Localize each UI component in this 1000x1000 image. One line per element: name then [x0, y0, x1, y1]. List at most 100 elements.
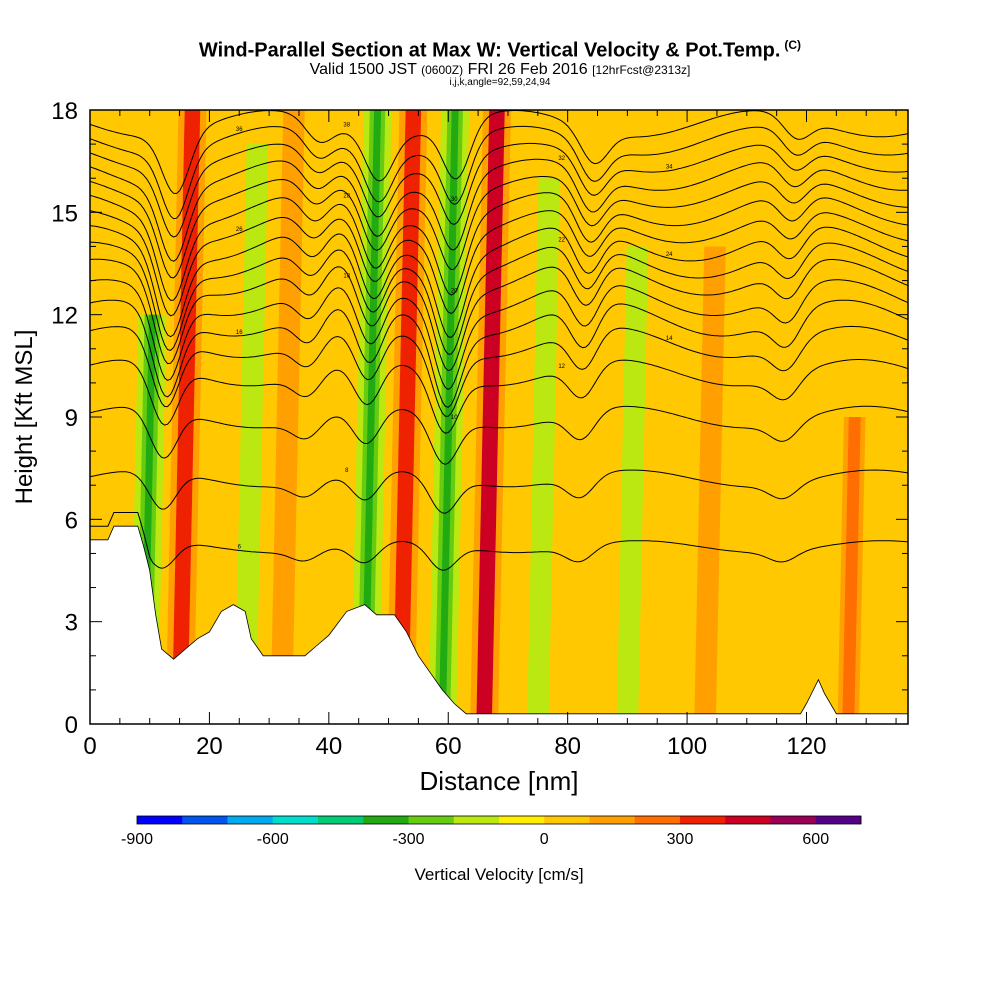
velocity-band-shape [480, 110, 501, 724]
isentrope-label: 6 [238, 544, 242, 550]
x-tick-label: 60 [435, 733, 462, 760]
colorbar-swatch [182, 816, 228, 824]
velocity-band [270, 110, 305, 724]
isentrope-label: 12 [558, 364, 565, 370]
isentrope-label: 14 [666, 336, 673, 342]
isentrope-label: 32 [558, 156, 565, 162]
velocity-band [470, 110, 511, 724]
isentrope-line [90, 142, 908, 238]
isentrope-label: 36 [236, 127, 243, 133]
x-axis-label: Distance [nm] [420, 766, 579, 796]
isentrope-line [90, 325, 908, 417]
isentrope-line [90, 176, 908, 279]
colorbar-label: Vertical Velocity [cm/s] [414, 865, 583, 884]
velocity-band [616, 246, 649, 724]
colorbar-tick-label: 0 [540, 831, 549, 848]
chart-title-text: Wind-Parallel Section at Max W: Vertical… [198, 39, 781, 62]
y-tick-label: 18 [51, 98, 78, 125]
velocity-band-shape [621, 246, 644, 724]
colorbar-tick-label: -600 [257, 831, 289, 848]
colorbar-swatch [318, 816, 364, 824]
isentrope-line [90, 110, 908, 195]
velocity-band [165, 110, 207, 724]
isentrope-line [90, 192, 908, 301]
colorbar-swatch [227, 816, 274, 824]
terrain [90, 525, 908, 724]
colorbar-swatch [589, 816, 636, 824]
velocity-band-shape [361, 110, 382, 724]
colorbar-swatch [544, 816, 590, 824]
colorbar-swatch [725, 816, 771, 824]
isentrope-line [90, 258, 908, 372]
isentrope-line [90, 279, 908, 390]
colorbar-swatch [680, 816, 726, 824]
colorbar-swatch [137, 816, 183, 824]
valid-time: Valid 1500 JST [309, 61, 417, 78]
isentrope-line [90, 512, 908, 571]
colorbar-frame [136, 815, 862, 825]
velocity-band [234, 144, 269, 724]
colorbar-tick-label: -300 [392, 831, 424, 848]
chart-subtitle: Valid 1500 JST (0600Z) FRI 26 Feb 2016 [… [0, 61, 1000, 79]
y-axis-label: Height [Kft MSL] [11, 330, 38, 505]
isentrope-label: 16 [236, 330, 243, 336]
isentrope-label: 22 [558, 237, 565, 243]
y-tick-label: 12 [51, 303, 78, 330]
y-tick-label: 3 [65, 610, 78, 637]
velocity-band [386, 110, 428, 724]
colorbar-swatch [815, 816, 862, 824]
y-tick-label: 15 [51, 200, 78, 227]
x-tick-label: 120 [786, 733, 826, 760]
colorbar-tick-label: 300 [667, 831, 694, 848]
isentrope-line [90, 210, 908, 317]
velocity-band-shape [176, 110, 196, 724]
colorbar-swatch [770, 816, 817, 824]
isentrope-line [90, 125, 908, 220]
y-tick-label: 6 [65, 507, 78, 534]
velocity-band [837, 417, 866, 724]
chart-title: Wind-Parallel Section at Max W: Vertical… [0, 38, 1000, 63]
valid-date: FRI 26 Feb 2016 [467, 61, 588, 78]
colorbar-swatch [634, 816, 681, 824]
isentropes: 6 8 10 12 14 16 18 20 22 24 26 28 30 32 34 36 38 [90, 110, 908, 571]
y-tick-label: 0 [65, 712, 78, 739]
colorbar-swatch [272, 816, 319, 824]
isentrope-line [90, 241, 908, 355]
y-tick-label: 9 [65, 405, 78, 432]
isentrope-line [90, 405, 908, 465]
forecast-info: [12hrFcst@2313z] [592, 63, 691, 77]
isentrope-line [90, 359, 908, 434]
isentrope-line [90, 469, 908, 514]
x-tick-label: 100 [667, 733, 707, 760]
isentrope-label: 20 [451, 289, 458, 295]
isentrope-line [90, 299, 908, 408]
grid-info: i,j,k,angle=92,59,24,94 [449, 77, 551, 88]
velocity-band-shape [239, 144, 264, 724]
x-tick-label: 80 [554, 733, 581, 760]
isentrope-label: 34 [666, 165, 673, 171]
isentrope-label: 18 [343, 274, 350, 280]
velocity-band-shape [275, 110, 300, 724]
colorbar-swatch [363, 816, 409, 824]
isentrope-label: 26 [236, 227, 243, 233]
isentrope-label: 8 [345, 468, 349, 474]
isentrope-label: 38 [343, 123, 350, 129]
isentrope-line [90, 225, 908, 338]
copyright-mark: (C) [784, 38, 802, 52]
valid-utc: (0600Z) [421, 63, 464, 77]
colorbar-tick-label: 600 [802, 831, 829, 848]
isentrope-label: 28 [343, 193, 350, 199]
isentrope-label: 10 [451, 415, 458, 421]
velocity-band-shape [396, 110, 417, 724]
colorbar-swatch [453, 816, 500, 824]
isentrope-line [90, 158, 908, 262]
velocity-band-shape [842, 417, 861, 724]
velocity-band [694, 246, 726, 724]
colorbar-swatch [499, 816, 545, 824]
x-tick-label: 0 [83, 733, 96, 760]
colorbar-swatch [408, 816, 455, 824]
x-tick-label: 40 [315, 733, 342, 760]
colorbar-tick-label: -900 [121, 831, 153, 848]
